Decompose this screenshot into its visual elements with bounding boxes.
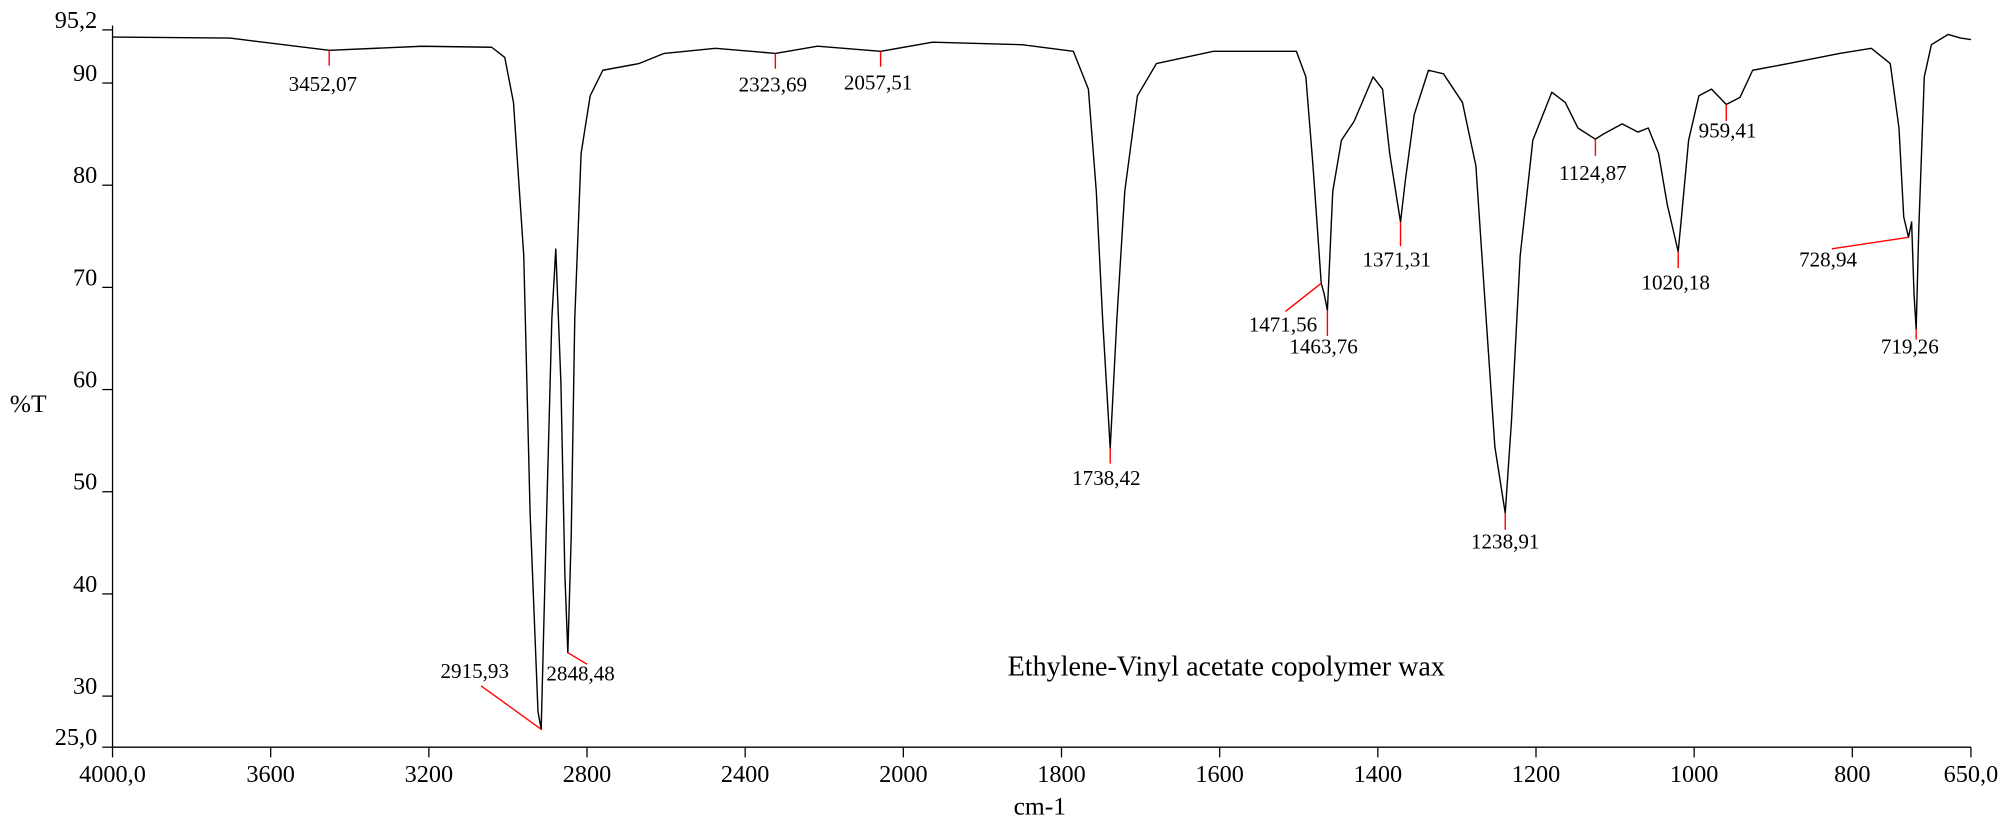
chart-title: Ethylene-Vinyl acetate copolymer wax [1008,652,1445,683]
x-tick-label: 1600 [1195,761,1244,788]
peak-label: 1471,56 [1249,313,1317,337]
peak-marker [1285,282,1322,312]
peak-label: 728,94 [1799,247,1857,271]
peak-marker [480,685,542,730]
peak-label: 959,41 [1699,118,1757,142]
peak-label: 2323,69 [739,72,807,96]
spectrum-line [112,33,1972,731]
x-tick-label: 1200 [1512,761,1560,788]
y-tick-label: 30 [73,673,97,700]
x-tick-label: 2400 [721,761,770,788]
x-tick-label: 2000 [879,761,928,788]
peak-label: 1463,76 [1289,335,1357,359]
x-tick-label: 1800 [1037,761,1086,788]
peak-label: 1238,91 [1471,530,1539,554]
x-tick-label: 650,0 [1944,761,1999,788]
y-tick-label: 80 [73,162,97,189]
x-tick-label: 2800 [563,761,612,788]
peak-label: 1124,87 [1559,161,1627,185]
x-tick-label: 1000 [1670,761,1719,788]
y-tick-label: 40 [73,571,97,598]
x-tick-label: 1400 [1354,761,1402,788]
peak-marker [1831,236,1909,250]
y-tick-label: 90 [73,60,97,87]
x-tick-label: 3600 [246,761,295,788]
peak-label: 3452,07 [289,72,357,96]
peak-label: 2915,93 [441,659,509,683]
peak-label: 1020,18 [1641,271,1709,295]
y-tick-label: 70 [73,264,97,291]
y-tick-label: 95,2 [55,7,97,34]
x-tick-label: 3200 [405,761,454,788]
peak-label: 2848,48 [546,661,614,685]
peak-label: 1738,42 [1072,466,1140,490]
y-tick-label: 50 [73,469,97,496]
y-tick-label: 25,0 [55,724,97,751]
x-tick-label: 4000,0 [79,761,146,788]
x-axis-label: cm-1 [1014,791,1066,820]
y-axis-label: %T [10,389,47,418]
peak-label: 1371,31 [1362,247,1430,271]
peak-label: 719,26 [1881,334,1939,358]
x-tick-label: 800 [1834,761,1870,788]
peak-marker [567,652,588,665]
peak-label: 2057,51 [844,70,912,94]
y-tick-label: 60 [73,366,97,393]
